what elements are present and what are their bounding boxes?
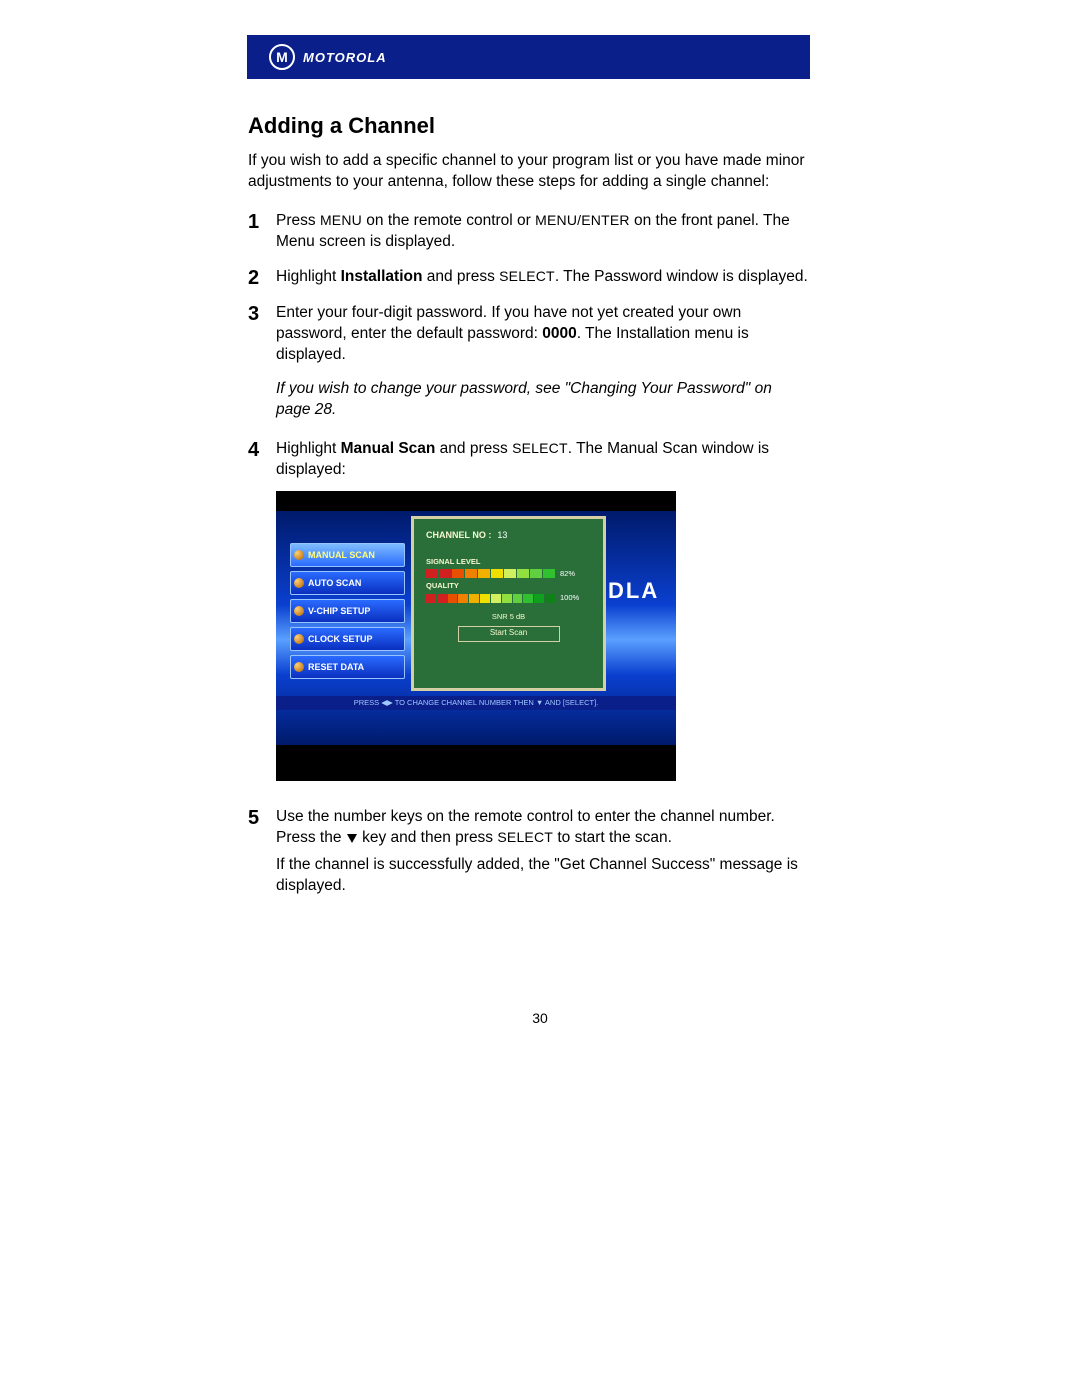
bullet-icon bbox=[294, 550, 304, 560]
signal-percent: 82% bbox=[560, 569, 575, 579]
tv-snr: SNR 5 dB bbox=[426, 612, 591, 622]
tv-channel-value: 13 bbox=[497, 529, 507, 541]
tv-menu-clock: CLOCK SETUP bbox=[290, 627, 405, 651]
header-bar: M MOTOROLA bbox=[247, 35, 810, 79]
step-number: 3 bbox=[248, 303, 276, 366]
signal-level-bar bbox=[426, 569, 556, 578]
step-number: 2 bbox=[248, 267, 276, 289]
bullet-icon bbox=[294, 662, 304, 672]
bullet-icon bbox=[294, 606, 304, 616]
intro-paragraph: If you wish to add a specific channel to… bbox=[248, 151, 810, 193]
password-note: If you wish to change your password, see… bbox=[276, 379, 810, 421]
motorola-logo-icon: M bbox=[269, 44, 295, 70]
page-title: Adding a Channel bbox=[248, 113, 810, 139]
tv-sidebar: MANUAL SCAN AUTO SCAN V-CHIP SETUP CLOCK… bbox=[290, 543, 405, 683]
step-body: Press MENU on the remote control or MENU… bbox=[276, 211, 810, 253]
bullet-icon bbox=[294, 634, 304, 644]
step-4: 4 Highlight Manual Scan and press SELECT… bbox=[248, 439, 810, 793]
step-5: 5 Use the number keys on the remote cont… bbox=[248, 807, 810, 897]
manual-scan-screenshot: DLA MANUAL SCAN AUTO SCAN V-CHIP SETUP C… bbox=[276, 491, 676, 781]
step-number: 4 bbox=[248, 439, 276, 793]
brand-name: MOTOROLA bbox=[303, 50, 387, 65]
down-arrow-icon bbox=[347, 834, 357, 843]
start-scan-button: Start Scan bbox=[458, 626, 560, 642]
page-number: 30 bbox=[0, 1010, 1080, 1026]
bullet-icon bbox=[294, 578, 304, 588]
step-body: Use the number keys on the remote contro… bbox=[276, 807, 810, 897]
tv-quality-section: QUALITY 100% bbox=[426, 581, 591, 605]
quality-percent: 100% bbox=[560, 593, 579, 603]
step-number: 5 bbox=[248, 807, 276, 897]
tv-signal-section: SIGNAL LEVEL 82% bbox=[426, 557, 591, 581]
tv-footer-hint: PRESS ◀▶ TO CHANGE CHANNEL NUMBER THEN ▼… bbox=[276, 696, 676, 710]
step-body: Highlight Installation and press SELECT.… bbox=[276, 267, 810, 289]
step-2: 2 Highlight Installation and press SELEC… bbox=[248, 267, 810, 289]
tv-menu-auto-scan: AUTO SCAN bbox=[290, 571, 405, 595]
step-body: Highlight Manual Scan and press SELECT. … bbox=[276, 439, 810, 793]
tv-menu-vchip: V-CHIP SETUP bbox=[290, 599, 405, 623]
quality-bar bbox=[426, 594, 556, 603]
step-3: 3 Enter your four-digit password. If you… bbox=[248, 303, 810, 366]
step-body: Enter your four-digit password. If you h… bbox=[276, 303, 810, 366]
tv-background-text: DLA bbox=[608, 576, 676, 622]
tv-menu-manual-scan: MANUAL SCAN bbox=[290, 543, 405, 567]
step-1: 1 Press MENU on the remote control or ME… bbox=[248, 211, 810, 253]
step-number: 1 bbox=[248, 211, 276, 253]
tv-menu-reset: RESET DATA bbox=[290, 655, 405, 679]
tv-channel-row: CHANNEL NO : 13 bbox=[426, 529, 591, 541]
tv-panel: CHANNEL NO : 13 SIGNAL LEVEL 82% QUALITY bbox=[411, 516, 606, 691]
logo-letter: M bbox=[276, 49, 288, 65]
